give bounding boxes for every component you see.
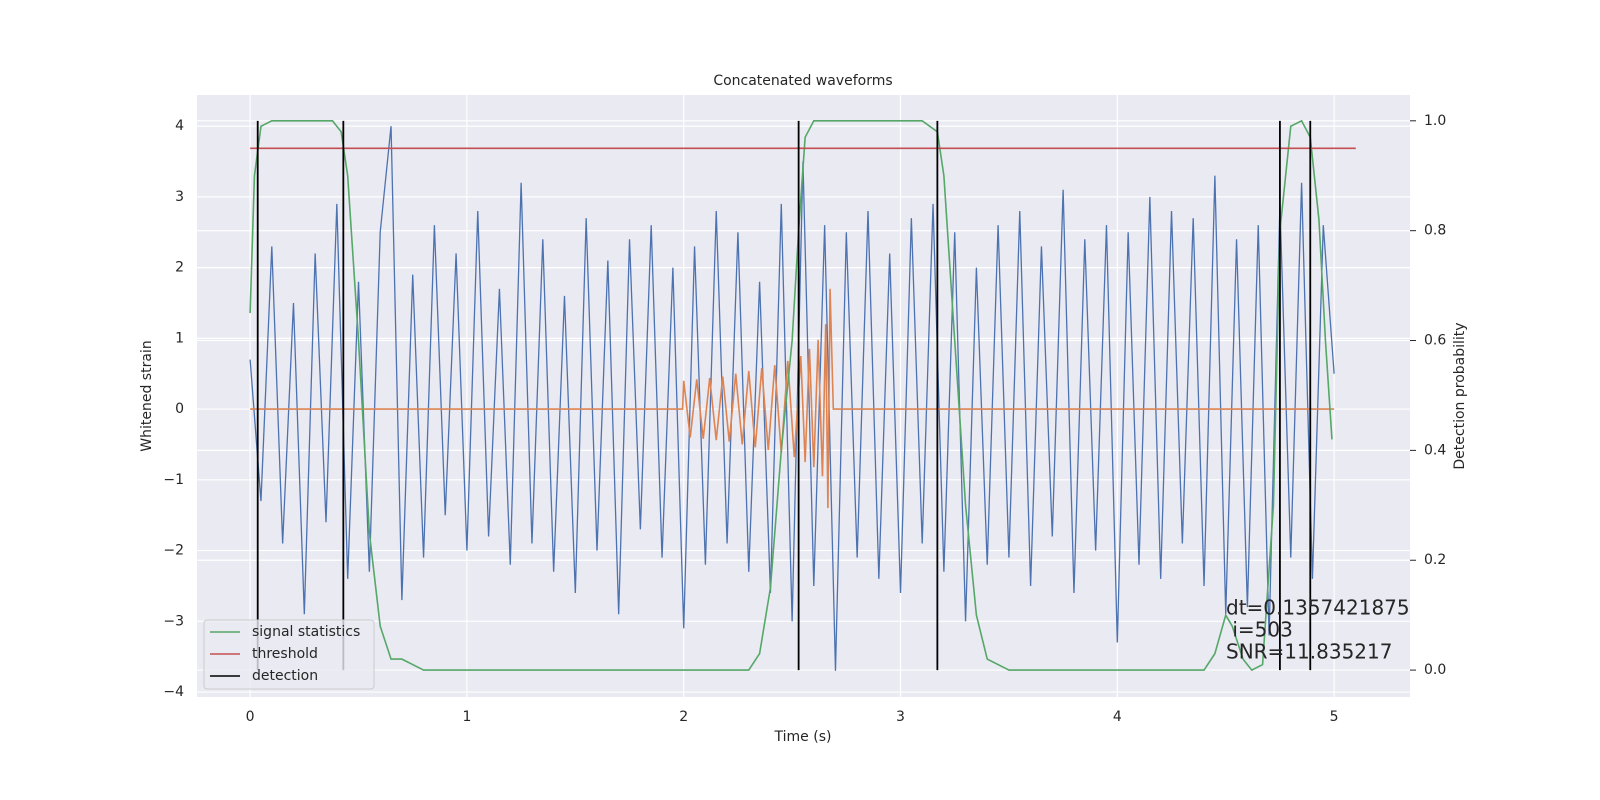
legend-label: signal statistics: [252, 624, 360, 640]
y-tick-label: 1: [175, 330, 184, 346]
x-tick-label: 1: [462, 709, 471, 725]
legend-label: detection: [252, 668, 318, 684]
series-line: [249, 119, 1333, 672]
y2-tick-label: 0.4: [1424, 442, 1446, 458]
annotation: SNR=11.835217: [1226, 640, 1392, 664]
annotation: i=503: [1226, 618, 1293, 642]
x-tick-label: 4: [1113, 709, 1122, 725]
y2-tick-label: 0.0: [1424, 662, 1446, 678]
chart-title: Concatenated waveforms: [713, 73, 892, 89]
y2-tick-label: 0.8: [1424, 223, 1446, 239]
y-tick-label: 3: [175, 189, 184, 205]
x-tick-label: 3: [896, 709, 905, 725]
y-tick-label: −2: [163, 543, 184, 559]
y-tick-label: 2: [175, 260, 184, 276]
series-line: [250, 288, 1335, 509]
y2-axis-label: Detection probability: [1452, 322, 1468, 469]
y2-tick-label: 1.0: [1424, 113, 1446, 129]
y-tick-label: −4: [163, 684, 184, 700]
legend-box: [203, 619, 375, 690]
y-tick-label: −1: [163, 472, 184, 488]
series-line: [249, 126, 1335, 671]
x-tick-label: 0: [246, 709, 255, 725]
y-tick-label: 0: [175, 401, 184, 417]
annotation: dt=0.1357421875: [1226, 596, 1410, 620]
legend-label: threshold: [252, 646, 318, 662]
y-tick-label: −3: [163, 613, 184, 629]
y2-tick-label: 0.2: [1424, 552, 1446, 568]
x-axis-label: Time (s): [774, 729, 832, 745]
y-axis-label: Whitened strain: [139, 340, 155, 451]
y2-tick-label: 0.6: [1424, 333, 1446, 349]
y-tick-label: 4: [175, 118, 184, 134]
x-tick-label: 2: [679, 709, 688, 725]
x-tick-label: 5: [1330, 709, 1339, 725]
